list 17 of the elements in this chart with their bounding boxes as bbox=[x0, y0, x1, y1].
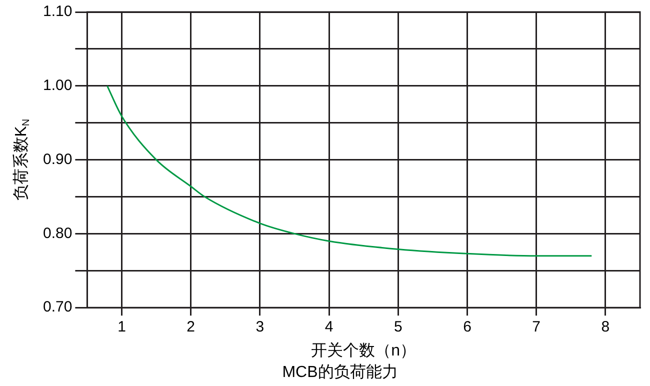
x-tick-label: 1 bbox=[118, 318, 126, 336]
y-tick-label: 1.00 bbox=[42, 77, 72, 94]
y-axis-title: 负荷系数KN bbox=[12, 118, 32, 201]
text: MCB的负荷能力 bbox=[282, 362, 398, 381]
x-tick-label: 7 bbox=[532, 318, 541, 336]
x-tick-label: 6 bbox=[463, 318, 472, 336]
x-tick-label: 3 bbox=[256, 318, 264, 336]
x-tick-label: 4 bbox=[324, 318, 334, 336]
x-tick-label: 8 bbox=[601, 318, 610, 336]
x-axis-title: 开关个数（n） bbox=[311, 342, 416, 360]
y-tick-label: 0.70 bbox=[42, 298, 72, 316]
y-tick-label: 0.90 bbox=[42, 150, 72, 168]
line-series bbox=[106, 85, 592, 257]
x-tick-label: 5 bbox=[394, 318, 402, 336]
y-tick-label: 1.10 bbox=[42, 3, 72, 20]
y-tick-label: 0.80 bbox=[42, 224, 72, 242]
x-tick-label: 2 bbox=[186, 318, 196, 336]
